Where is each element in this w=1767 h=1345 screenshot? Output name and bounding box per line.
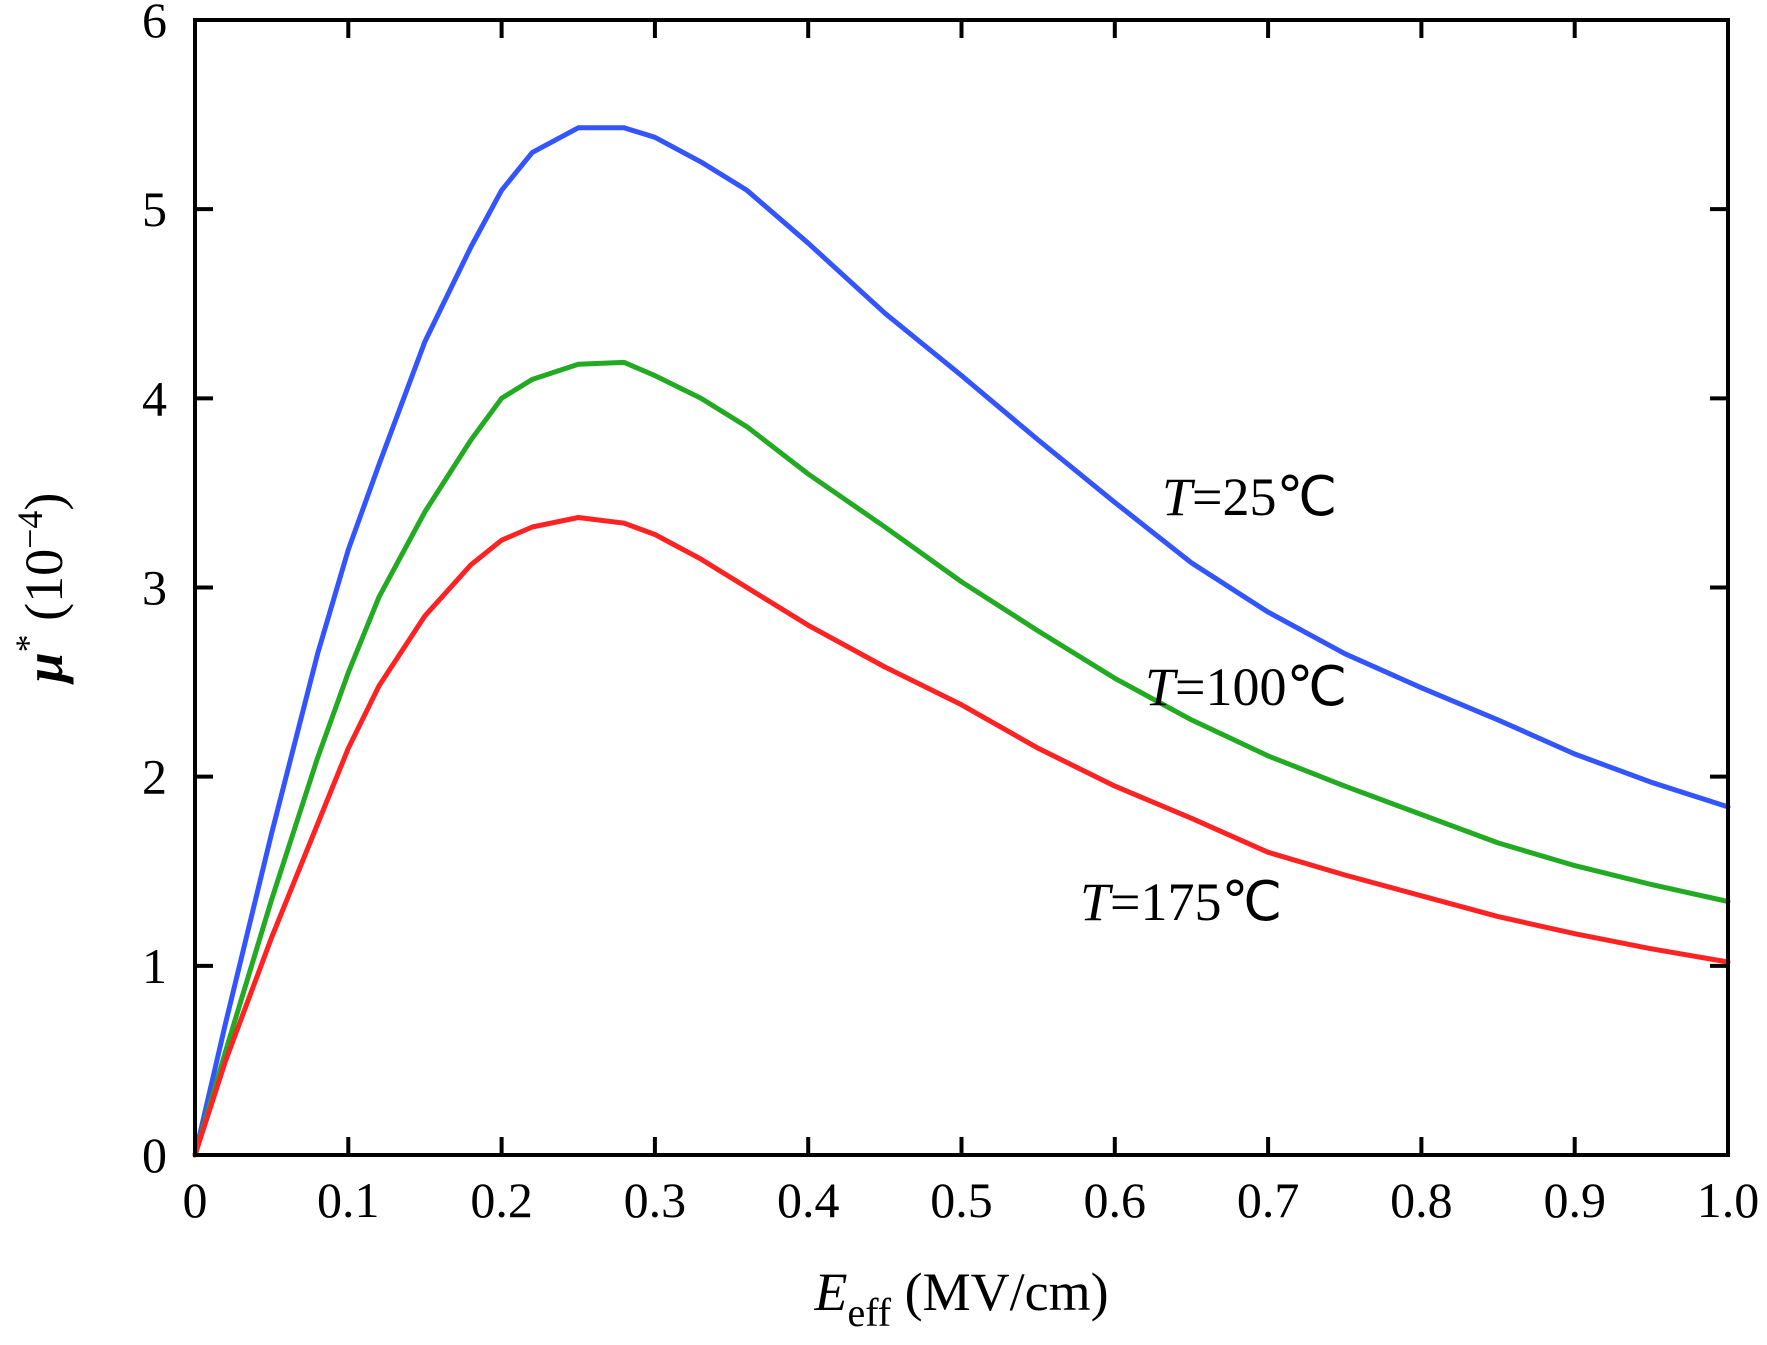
x-tick-label: 1.0 xyxy=(1697,1172,1760,1228)
series-line-0 xyxy=(192,125,1731,1158)
x-tick-label: 0.7 xyxy=(1237,1172,1300,1228)
x-axis-label-symbol: E xyxy=(813,1262,847,1322)
y-axis-label-superscript: * xyxy=(8,634,48,652)
y-tick-label: 1 xyxy=(142,938,167,994)
y-tick-label: 4 xyxy=(142,370,167,426)
series-layer xyxy=(192,125,1731,1158)
y-axis-label-unit: (10 xyxy=(14,549,74,634)
y-tick-label: 2 xyxy=(142,749,167,805)
series-line-2 xyxy=(192,515,1731,1158)
x-tick-label: 0.2 xyxy=(470,1172,533,1228)
y-tick-label: 6 xyxy=(142,0,167,48)
x-axis-label: Eeff (MV/cm) xyxy=(813,1262,1108,1335)
plot-frame xyxy=(193,18,1730,1157)
y-axis-ticks: 0 1 2 3 4 5 6 xyxy=(142,0,1728,1183)
series-annotation-prefix: T xyxy=(1080,872,1114,932)
x-tick-label: 0.9 xyxy=(1543,1172,1606,1228)
series-annotations: T=25℃T=100℃T=175℃ xyxy=(1080,467,1347,932)
x-tick-label: 0.1 xyxy=(317,1172,380,1228)
y-tick-label: 3 xyxy=(142,560,167,616)
series-annotation-text: =100℃ xyxy=(1175,657,1347,717)
x-tick-label: 0.4 xyxy=(777,1172,840,1228)
series-line-1 xyxy=(192,359,1731,1158)
y-axis-label-exponent: −4 xyxy=(10,511,50,549)
x-axis-label-subscript: eff xyxy=(847,1290,891,1335)
series-annotation-text: =175℃ xyxy=(1110,872,1282,932)
y-axis-label-symbol: μ xyxy=(14,652,74,685)
series-annotation-prefix: T xyxy=(1145,657,1179,717)
x-tick-label: 0.6 xyxy=(1084,1172,1147,1228)
y-axis-label-close: ) xyxy=(14,493,74,511)
x-axis-label-unit: (MV/cm) xyxy=(891,1262,1108,1322)
y-tick-label: 0 xyxy=(142,1127,167,1183)
y-tick-label: 5 xyxy=(142,181,167,237)
series-annotation: T=175℃ xyxy=(1080,872,1282,932)
series-annotation-prefix: T xyxy=(1162,467,1196,527)
y-axis-label: μ* (10−4) xyxy=(8,493,74,686)
series-annotation: T=25℃ xyxy=(1162,467,1337,527)
x-tick-label: 0.5 xyxy=(930,1172,993,1228)
series-annotation: T=100℃ xyxy=(1145,657,1347,717)
x-tick-label: 0.3 xyxy=(624,1172,687,1228)
x-tick-label: 0.8 xyxy=(1390,1172,1453,1228)
series-annotation-text: =25℃ xyxy=(1192,467,1337,527)
x-axis-ticks: 0 0.1 0.2 0.3 0.4 0.5 0.6 0.7 0.8 0.9 1.0 xyxy=(183,20,1760,1228)
x-tick-label: 0 xyxy=(183,1172,208,1228)
